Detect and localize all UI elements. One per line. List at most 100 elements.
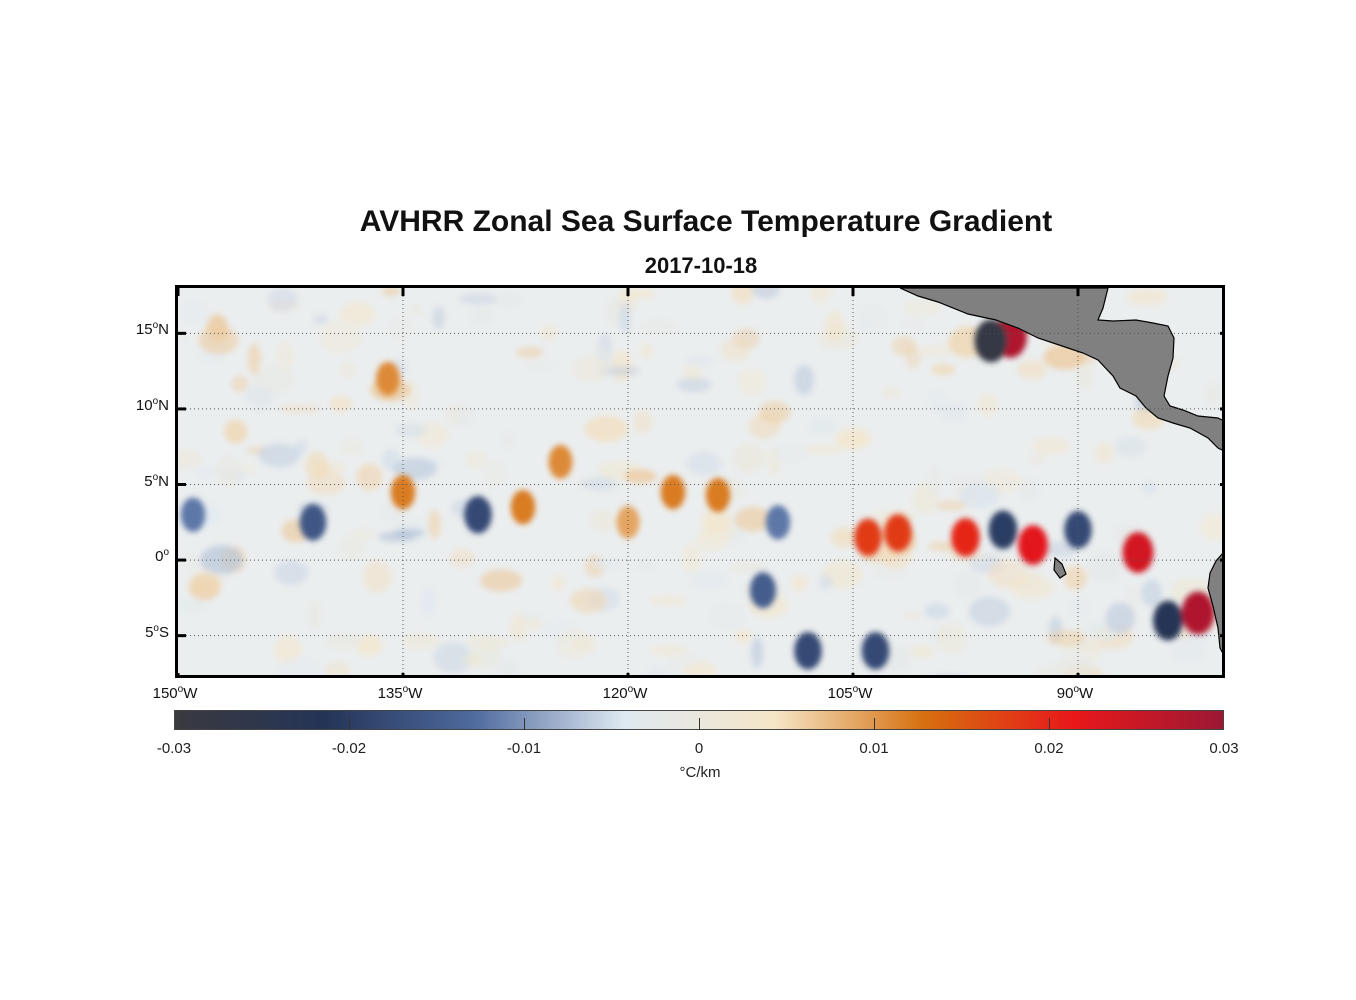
texture-blob — [178, 449, 202, 469]
texture-blob — [1032, 437, 1069, 454]
positive-gradient-patch — [660, 474, 686, 510]
texture-blob — [1169, 640, 1205, 662]
texture-blob — [618, 302, 632, 334]
texture-blob — [710, 602, 745, 630]
texture-blob — [356, 463, 383, 491]
positive-gradient-patch — [1181, 591, 1215, 635]
texture-blob — [1115, 436, 1147, 458]
colorbar-tick-label: -0.02 — [331, 740, 367, 757]
texture-blob — [274, 560, 309, 585]
texture-blob — [393, 457, 437, 480]
lat-tick-label: 5oN — [144, 471, 169, 490]
negative-gradient-patch — [765, 505, 791, 540]
texture-blob — [569, 588, 608, 613]
positive-gradient-patch — [510, 490, 536, 525]
texture-blob — [1141, 579, 1162, 607]
texture-blob — [571, 355, 610, 382]
texture-blob — [924, 603, 950, 619]
negative-gradient-patch — [861, 632, 890, 670]
texture-blob — [772, 443, 807, 464]
gradient-anomalies — [180, 314, 1215, 670]
texture-blob — [308, 600, 321, 631]
texture-blob — [636, 561, 656, 571]
texture-blob — [470, 307, 495, 326]
texture-blob — [529, 619, 542, 629]
lat-tick-label: 0o — [155, 547, 169, 566]
texture-blob — [433, 642, 473, 674]
texture-blob — [350, 527, 377, 541]
texture-blob — [394, 423, 428, 437]
texture-blob — [939, 402, 969, 422]
texture-blob — [915, 345, 956, 357]
graticule — [178, 288, 1222, 675]
texture-blob — [432, 306, 445, 330]
texture-blob — [387, 315, 414, 342]
texture-blob — [495, 291, 524, 309]
texture-blob — [644, 666, 670, 675]
texture-blob — [1035, 664, 1069, 675]
lat-tick-label: 10oN — [135, 395, 169, 414]
texture-blob — [681, 364, 703, 382]
texture-blob — [428, 509, 441, 540]
texture-blob — [252, 389, 271, 415]
texture-blob — [459, 293, 499, 305]
texture-blob — [834, 427, 872, 450]
texture-blob — [338, 537, 367, 560]
texture-blob — [258, 443, 301, 468]
texture-blob — [1046, 630, 1088, 646]
negative-gradient-patch — [1153, 600, 1183, 641]
texture-blob — [858, 320, 875, 329]
texture-blob — [818, 575, 833, 590]
texture-blob — [1067, 598, 1090, 618]
texture-blob — [928, 464, 941, 496]
texture-blob — [313, 314, 329, 325]
texture-blob — [945, 473, 988, 485]
negative-gradient-patch — [750, 572, 776, 609]
texture-blob — [420, 586, 436, 617]
land-central-america — [899, 288, 1222, 451]
texture-blob — [959, 482, 1001, 509]
texture-blob — [809, 288, 832, 304]
texture-blob — [589, 510, 615, 532]
texture-blob — [555, 628, 590, 659]
negative-gradient-patch — [299, 504, 327, 541]
texture-blob — [200, 545, 244, 575]
texture-blob — [623, 469, 657, 484]
texture-blob — [224, 419, 248, 444]
texture-blob — [273, 635, 302, 664]
texture-blob — [198, 326, 239, 355]
texture-blob — [702, 508, 732, 533]
negative-gradient-patch — [974, 319, 1008, 363]
texture-blob — [1010, 574, 1054, 600]
texture-blob — [734, 506, 772, 532]
texture-blob — [580, 478, 617, 490]
positive-gradient-patch — [1122, 532, 1154, 573]
texture-blob — [682, 543, 702, 573]
texture-blob — [189, 569, 223, 596]
texture-blob — [649, 596, 688, 606]
lat-tick-label: 5oS — [145, 622, 169, 641]
texture-blob — [737, 368, 767, 396]
lon-tick-label: 120oW — [602, 684, 648, 702]
chart-date: 2017-10-18 — [644, 253, 758, 278]
colorbar-tick-label: 0.02 — [1034, 740, 1064, 757]
texture-blob — [830, 527, 860, 548]
texture-blob — [650, 645, 689, 656]
texture-blob — [178, 599, 208, 613]
texture-blob — [619, 289, 656, 299]
texture-blob — [807, 416, 837, 435]
texture-blob — [1200, 513, 1222, 541]
lon-tick-label: 105oW — [827, 684, 873, 702]
negative-gradient-patch — [464, 495, 492, 534]
texture-blob — [688, 571, 729, 589]
chart-title: AVHRR Zonal Sea Surface Temperature Grad… — [359, 205, 1053, 238]
land-south-america — [1207, 553, 1222, 654]
texture-blob — [881, 386, 901, 400]
texture-blob — [686, 355, 715, 366]
colorbar-tick-label: 0.03 — [1209, 740, 1239, 757]
positive-gradient-patch — [854, 518, 882, 557]
lat-tick-label: 15oN — [135, 320, 169, 339]
texture-blob — [552, 575, 565, 591]
texture-blob — [935, 500, 968, 511]
map-plot-area — [175, 285, 1225, 678]
